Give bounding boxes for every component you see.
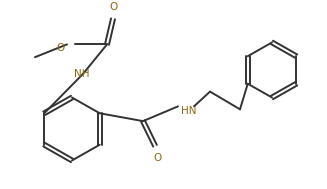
Text: O: O xyxy=(109,2,117,12)
Text: O: O xyxy=(153,153,161,163)
Text: HN: HN xyxy=(181,106,197,116)
Text: O: O xyxy=(57,43,65,53)
Text: NH: NH xyxy=(74,69,90,79)
